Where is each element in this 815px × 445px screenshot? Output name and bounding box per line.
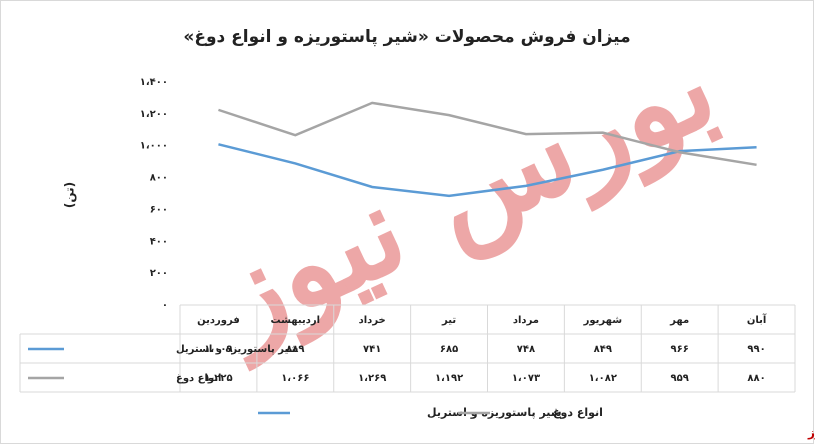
y-tick-label: ۱،۰۰۰	[140, 141, 168, 152]
x-tick-label: فروردین	[197, 315, 240, 326]
data-label: ۷۴۸	[517, 344, 535, 355]
data-label: ۶۸۵	[440, 344, 458, 355]
x-tick-label: اردیبهشت	[271, 315, 321, 326]
data-label: ۱،۰۷۳	[512, 373, 540, 384]
data-label: ۹۹۰	[747, 344, 765, 355]
y-tick-label: ۴۰۰	[150, 236, 168, 247]
x-tick-label: شهریور	[583, 315, 623, 326]
data-label: ۹۶۶	[671, 344, 689, 355]
data-label: ۱،۰۸۲	[589, 373, 617, 384]
x-tick-label: خرداد	[359, 315, 386, 326]
data-label: ۷۴۱	[363, 344, 381, 355]
x-tick-label: مرداد	[513, 315, 539, 326]
source: بورس نیوز	[807, 426, 815, 441]
data-label: ۸۴۹	[594, 344, 612, 355]
table-series-name: شیر پاستوریزه و استریل	[176, 344, 299, 355]
x-tick-label: مهر	[669, 315, 689, 326]
y-tick-label: ۰	[162, 300, 168, 311]
data-label: ۱،۲۲۵	[204, 373, 232, 384]
data-label: ۹۵۹	[671, 373, 689, 384]
data-label: ۱،۰۶۶	[281, 373, 309, 384]
chart-title: میزان فروش محصولات «شیر پاستوریزه و انوا…	[183, 27, 630, 47]
x-tick-label: تیر	[441, 315, 456, 326]
y-axis-label: (تن)	[63, 182, 77, 208]
legend-label: انواع دوغ	[553, 406, 603, 419]
data-label: ۸۸۹	[286, 344, 304, 355]
data-label: ۱،۲۶۹	[358, 373, 386, 384]
y-tick-label: ۸۰۰	[150, 173, 168, 184]
data-label: ۱،۰۰۹	[204, 344, 232, 355]
data-label: ۱،۱۹۲	[435, 373, 463, 384]
x-tick-label: آبان	[747, 313, 767, 326]
y-tick-label: ۱،۲۰۰	[140, 109, 168, 120]
y-tick-label: ۶۰۰	[150, 204, 168, 215]
table-series-name: انواع دوغ	[176, 373, 221, 384]
data-label: ۸۸۰	[747, 373, 765, 384]
y-tick-label: ۲۰۰	[150, 268, 168, 279]
legend-label: شیر پاستوریزه و استریل	[427, 406, 562, 419]
line	[218, 143, 757, 198]
line	[218, 101, 757, 167]
y-tick-label: ۱،۴۰۰	[140, 77, 168, 88]
